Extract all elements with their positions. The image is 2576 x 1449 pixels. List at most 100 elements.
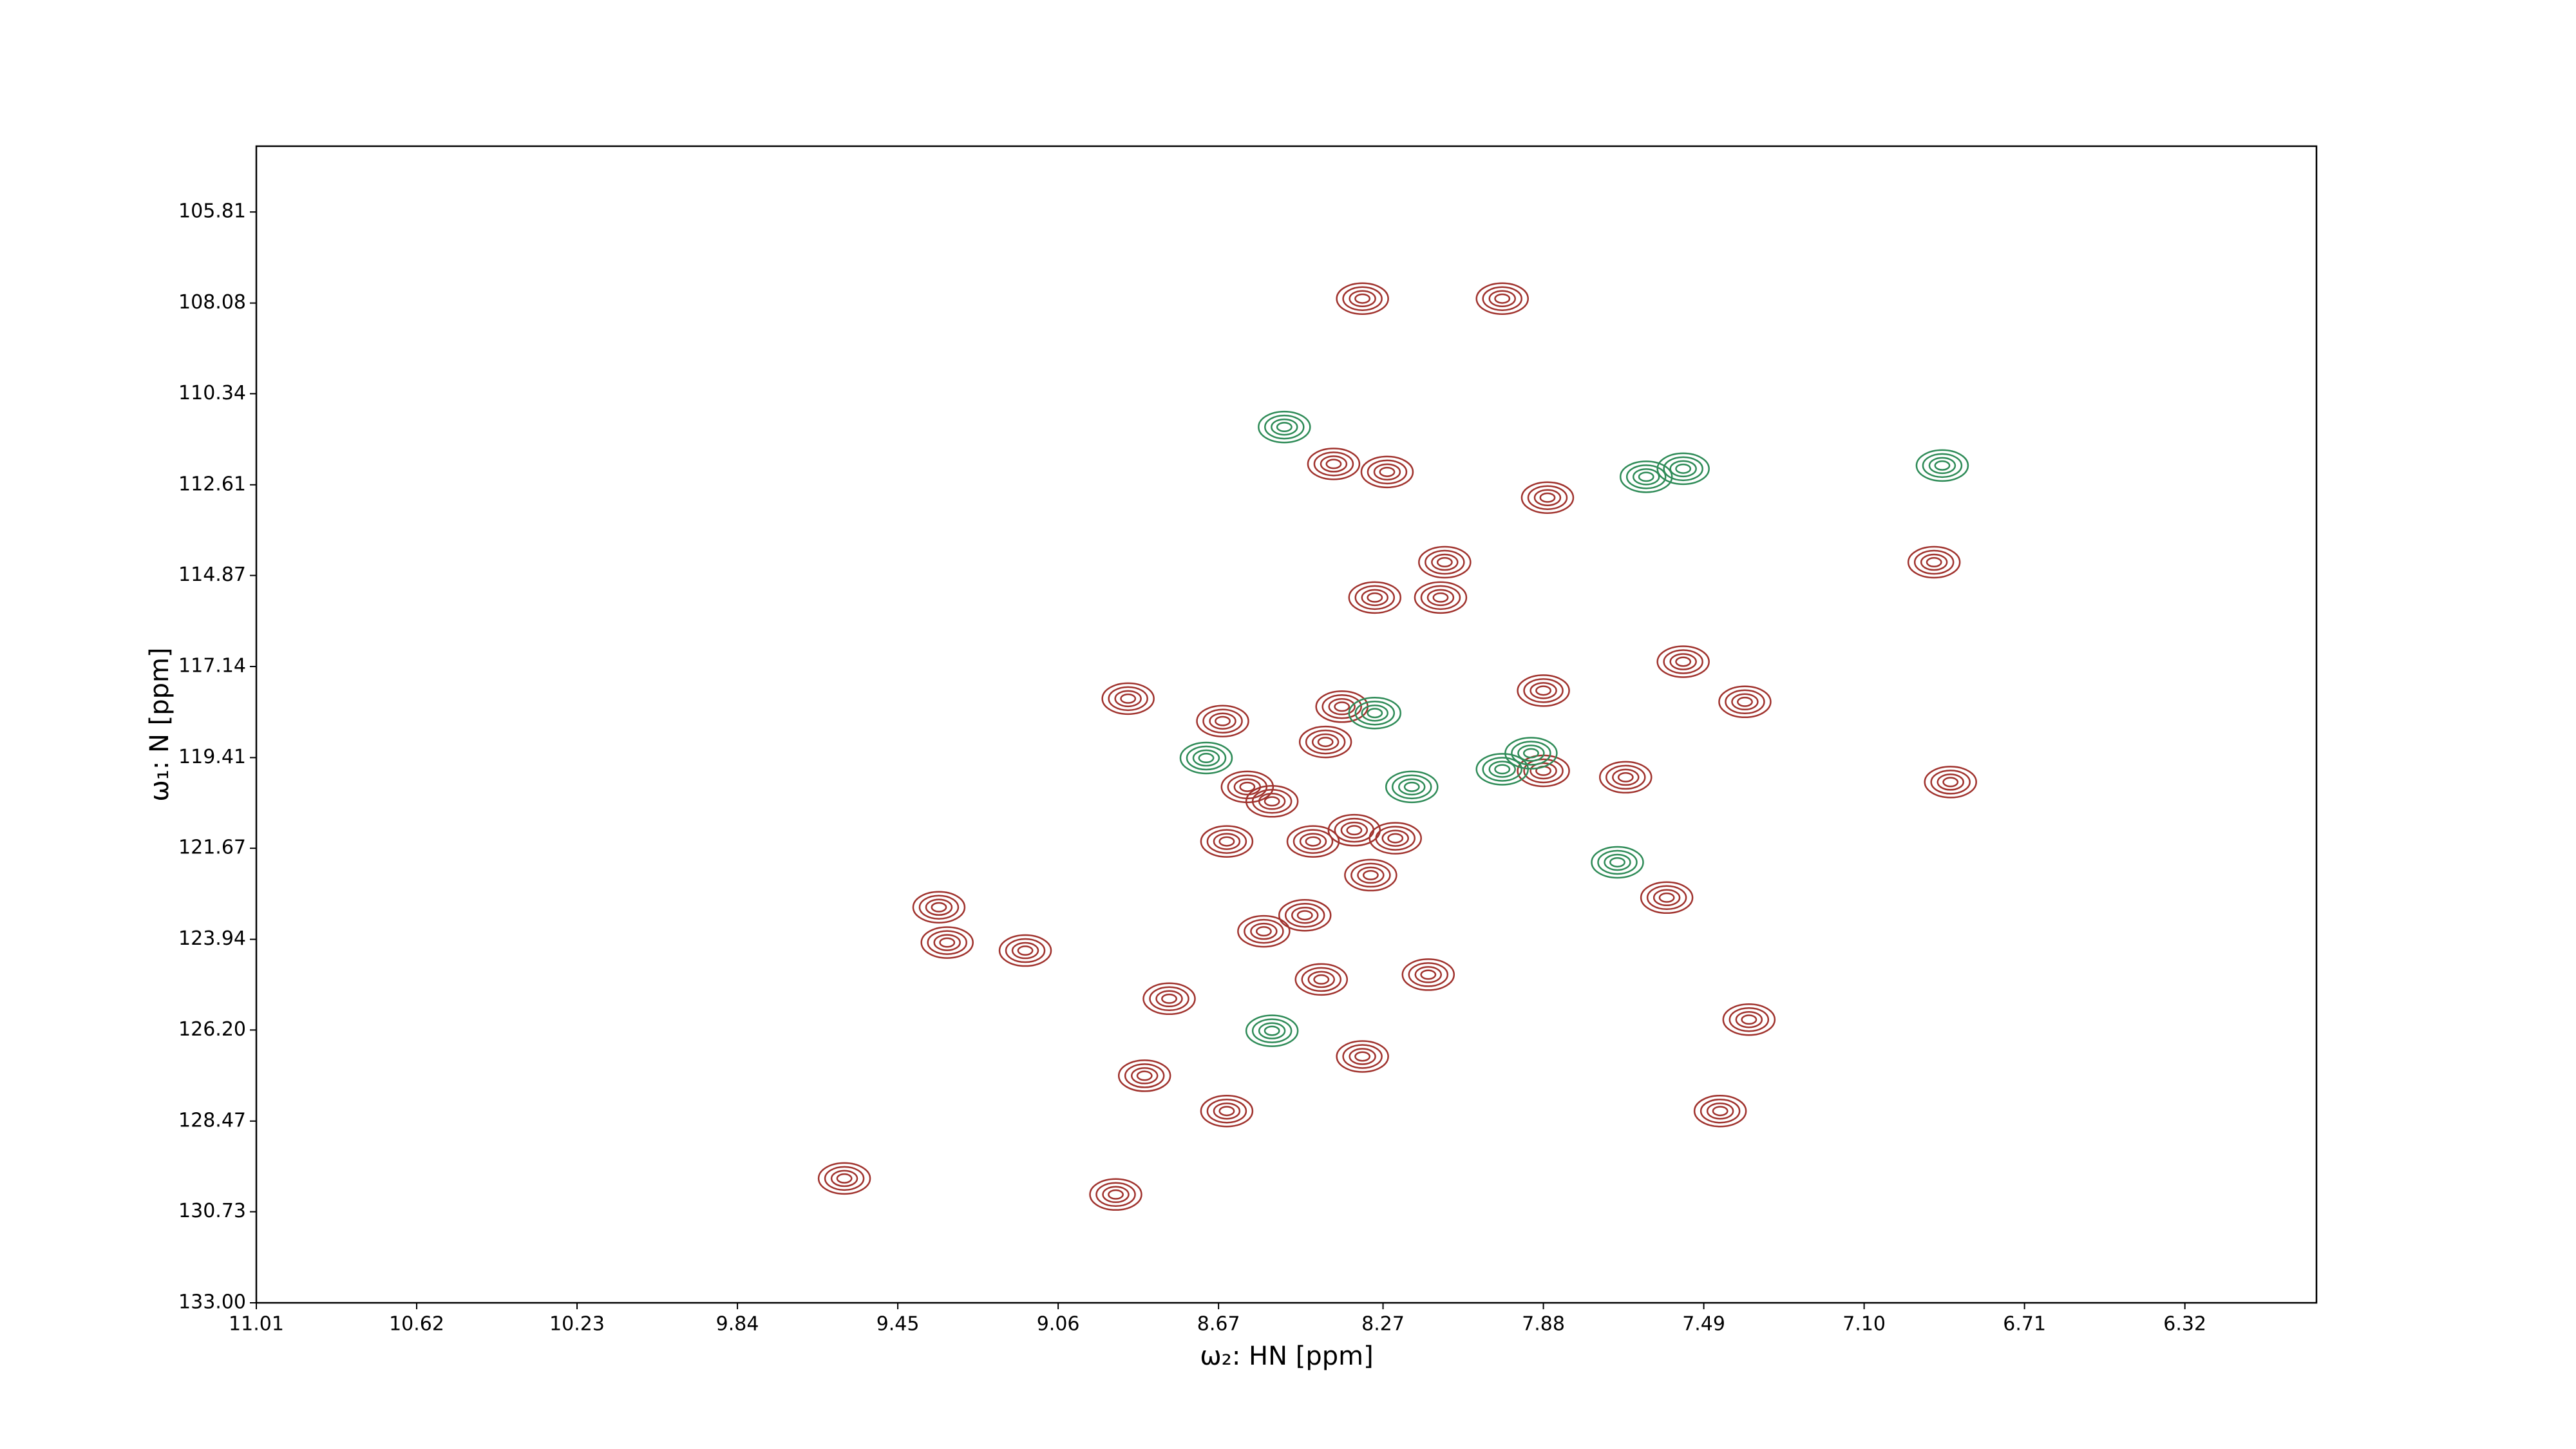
contour-level xyxy=(1488,290,1516,307)
contour-level xyxy=(1482,757,1522,782)
contour-level xyxy=(1120,693,1137,704)
contour-level xyxy=(1108,686,1148,712)
contour-level xyxy=(1728,1007,1770,1032)
y-tick-label: 121.67 xyxy=(178,837,246,859)
contour-level xyxy=(1305,836,1321,847)
contour-level xyxy=(1482,286,1522,311)
contour-level xyxy=(931,902,947,913)
contour-level xyxy=(1604,853,1631,871)
contour-level xyxy=(1296,910,1313,921)
y-tick-label: 133.00 xyxy=(178,1291,246,1314)
contour-level xyxy=(1530,682,1557,699)
contour-level xyxy=(1494,764,1511,775)
peak xyxy=(1504,737,1558,770)
contour-level xyxy=(1367,708,1383,719)
y-tick-label: 110.34 xyxy=(178,382,246,404)
contour-level xyxy=(927,930,967,955)
peak xyxy=(1656,645,1710,678)
x-tick-label: 10.23 xyxy=(549,1313,605,1336)
contour-level xyxy=(1206,829,1247,854)
contour-level xyxy=(1311,733,1340,751)
y-tick-label: 117.14 xyxy=(178,654,246,677)
contour-level xyxy=(836,1173,853,1184)
contour-level xyxy=(1328,698,1356,715)
contour-level xyxy=(1114,690,1142,708)
peak xyxy=(1179,741,1233,775)
contour-level xyxy=(824,1166,865,1191)
contour-level xyxy=(1494,293,1511,304)
peak xyxy=(1360,455,1414,489)
contour-level xyxy=(1350,862,1391,888)
contour-level xyxy=(1293,829,1334,854)
peak xyxy=(1915,449,1969,482)
contour-level xyxy=(1533,489,1562,506)
peak xyxy=(1245,785,1299,818)
contour-level xyxy=(1638,471,1654,482)
peak xyxy=(1385,770,1439,804)
contour-level xyxy=(1375,826,1416,851)
contour-level xyxy=(1291,906,1319,924)
y-tick-label: 119.41 xyxy=(178,746,246,768)
contour-level xyxy=(1391,774,1432,800)
contour-level xyxy=(1346,825,1363,836)
contour-level xyxy=(1264,1025,1280,1036)
contour-level xyxy=(1354,293,1371,304)
peak xyxy=(1348,696,1402,730)
contour-level xyxy=(1632,468,1660,486)
contour-level xyxy=(1658,892,1675,903)
peak xyxy=(1722,1003,1776,1036)
contour-level xyxy=(1361,589,1389,607)
peak xyxy=(1258,410,1311,444)
contour-level xyxy=(1426,589,1455,607)
peak xyxy=(998,934,1052,967)
contour-level xyxy=(939,937,956,948)
contour-level xyxy=(1095,1182,1136,1208)
contour-level xyxy=(1597,849,1638,875)
x-tick-label: 10.62 xyxy=(389,1313,444,1336)
contour-level xyxy=(1913,549,1955,575)
x-tick-label: 7.88 xyxy=(1522,1313,1565,1336)
contour-level xyxy=(1735,1010,1763,1028)
x-tick-label: 9.45 xyxy=(876,1313,920,1336)
peak xyxy=(1220,770,1274,804)
peak xyxy=(1294,963,1349,996)
contour-level xyxy=(1276,422,1293,433)
contour-level xyxy=(1517,744,1545,762)
contour-level xyxy=(1284,902,1325,928)
peak xyxy=(1200,825,1254,858)
contour-level xyxy=(1301,967,1342,992)
contour-level xyxy=(1523,758,1564,784)
contour-level xyxy=(1530,762,1557,780)
contour-level xyxy=(1403,781,1420,792)
peak xyxy=(1656,452,1710,486)
x-tick-label: 11.01 xyxy=(229,1313,284,1336)
contour-level xyxy=(1605,764,1646,790)
peak xyxy=(1401,958,1455,991)
contour-level xyxy=(933,934,961,951)
contour-level xyxy=(1488,761,1516,778)
contour-level xyxy=(1387,833,1404,844)
contour-level xyxy=(1354,585,1396,611)
x-tick-label: 7.49 xyxy=(1682,1313,1725,1336)
contour-level xyxy=(1930,770,1971,795)
contour-level xyxy=(1186,745,1227,771)
contour-level xyxy=(1436,557,1453,567)
peak xyxy=(1907,545,1961,579)
peak xyxy=(1640,881,1694,914)
peak xyxy=(1307,448,1361,480)
contour-level xyxy=(1539,492,1556,503)
contour-level xyxy=(1218,1106,1235,1117)
contour-level xyxy=(925,898,953,916)
x-tick-label: 6.71 xyxy=(2003,1313,2046,1336)
contour-level xyxy=(1425,549,1465,575)
contour-level xyxy=(1431,553,1459,571)
peak xyxy=(1117,1059,1171,1092)
y-tick-label: 105.81 xyxy=(178,200,246,223)
contour-level xyxy=(1155,990,1183,1008)
contour-level xyxy=(1108,1189,1124,1200)
contour-level xyxy=(1379,466,1396,477)
contour-level xyxy=(1255,926,1272,937)
contour-level xyxy=(1357,866,1385,884)
contour-level xyxy=(1920,553,1948,571)
contour-level xyxy=(1535,685,1552,696)
